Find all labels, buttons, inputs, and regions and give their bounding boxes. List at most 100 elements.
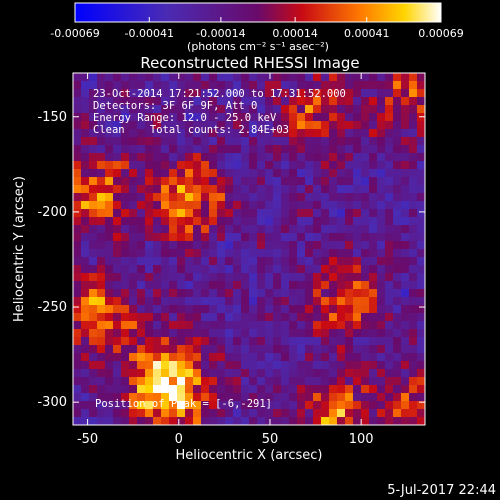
heatmap-cell: [153, 193, 162, 202]
heatmap-cell: [297, 329, 306, 338]
heatmap-cell: [73, 153, 82, 162]
heatmap-cell: [73, 233, 82, 242]
heatmap-cell: [289, 225, 298, 234]
heatmap-cell: [377, 121, 386, 130]
heatmap-cell: [145, 273, 154, 282]
heatmap-cell: [289, 369, 298, 378]
heatmap-cell: [321, 241, 330, 250]
heatmap-cell: [233, 81, 242, 90]
heatmap-cell: [385, 137, 394, 146]
heatmap-cell: [305, 113, 314, 122]
plot-frame: [72, 72, 426, 426]
heatmap-cell: [345, 217, 354, 226]
heatmap-cell: [129, 105, 138, 114]
heatmap-cell: [105, 81, 114, 90]
heatmap-cell: [281, 193, 290, 202]
heatmap-cell: [185, 401, 194, 410]
heatmap-cell: [297, 377, 306, 386]
heatmap-cell: [137, 113, 146, 122]
heatmap-cell: [353, 97, 362, 106]
heatmap-cell: [97, 265, 106, 274]
heatmap-cell: [377, 145, 386, 154]
heatmap-cell: [217, 105, 226, 114]
heatmap-cell: [177, 105, 186, 114]
heatmap-cell: [121, 209, 130, 218]
heatmap-cell: [225, 177, 234, 186]
heatmap-cell: [105, 241, 114, 250]
heatmap-cell: [81, 177, 90, 186]
heatmap-cell: [169, 273, 178, 282]
heatmap-cell: [337, 89, 346, 98]
heatmap-cell: [321, 281, 330, 290]
heatmap-cell: [369, 89, 378, 98]
heatmap-cell: [217, 233, 226, 242]
heatmap-cell: [249, 369, 258, 378]
heatmap-cell: [233, 137, 242, 146]
heatmap-cell: [161, 289, 170, 298]
heatmap-cell: [201, 321, 210, 330]
heatmap-cell: [201, 233, 210, 242]
heatmap-cell: [401, 113, 410, 122]
heatmap-cell: [409, 241, 418, 250]
heatmap-cell: [249, 385, 258, 394]
heatmap-cell: [385, 241, 394, 250]
heatmap-cell: [281, 289, 290, 298]
heatmap-cell: [321, 169, 330, 178]
heatmap-cell: [81, 257, 90, 266]
heatmap-cell: [241, 145, 250, 154]
heatmap-cell: [241, 113, 250, 122]
heatmap-cell: [257, 321, 266, 330]
heatmap-cell: [97, 169, 106, 178]
heatmap-cell: [129, 161, 138, 170]
heatmap-cell: [297, 209, 306, 218]
heatmap-cell: [81, 169, 90, 178]
heatmap-cell: [105, 161, 114, 170]
heatmap-cell: [249, 145, 258, 154]
heatmap-cell: [249, 193, 258, 202]
heatmap-cell: [345, 361, 354, 370]
heatmap-cell: [73, 265, 82, 274]
heatmap-cell: [153, 129, 162, 138]
heatmap-cell: [81, 225, 90, 234]
heatmap-cell: [97, 289, 106, 298]
heatmap-cell: [313, 73, 322, 82]
heatmap-cell: [97, 193, 106, 202]
heatmap-cell: [393, 361, 402, 370]
heatmap-cell: [393, 113, 402, 122]
heatmap-cell: [257, 281, 266, 290]
heatmap-cell: [145, 89, 154, 98]
heatmap-cell: [385, 281, 394, 290]
heatmap-cell: [249, 329, 258, 338]
heatmap-cell: [233, 241, 242, 250]
heatmap-cell: [193, 337, 202, 346]
heatmap-cell: [129, 209, 138, 218]
heatmap-cell: [401, 393, 410, 402]
annotation-time-range: 23-Oct-2014 17:21:52.000 to 17:31:52.000: [93, 88, 346, 100]
heatmap-cell: [329, 361, 338, 370]
heatmap-cell: [345, 105, 354, 114]
heatmap-cell: [169, 113, 178, 122]
heatmap-cell: [313, 129, 322, 138]
heatmap-cell: [169, 145, 178, 154]
heatmap-cell: [209, 81, 218, 90]
heatmap-cell: [209, 209, 218, 218]
heatmap-cell: [337, 81, 346, 90]
heatmap-cell: [369, 81, 378, 90]
heatmap-cell: [89, 257, 98, 266]
heatmap-cell: [337, 185, 346, 194]
heatmap-cell: [81, 337, 90, 346]
heatmap-cell: [297, 353, 306, 362]
heatmap-cell: [209, 281, 218, 290]
heatmap-cell: [249, 305, 258, 314]
heatmap-cell: [281, 273, 290, 282]
heatmap-cell: [313, 281, 322, 290]
heatmap-cell: [225, 169, 234, 178]
heatmap-cell: [121, 169, 130, 178]
heatmap-cell: [297, 177, 306, 186]
heatmap-cell: [345, 129, 354, 138]
heatmap-cell: [113, 345, 122, 354]
heatmap-cell: [169, 89, 178, 98]
heatmap-cell: [393, 233, 402, 242]
heatmap-cell: [241, 81, 250, 90]
heatmap-cell: [177, 121, 186, 130]
